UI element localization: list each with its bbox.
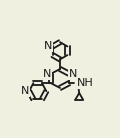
Text: N: N <box>21 86 29 96</box>
Text: N: N <box>44 41 53 51</box>
Text: N: N <box>69 69 78 79</box>
Text: N: N <box>42 69 51 79</box>
Text: NH: NH <box>77 78 93 88</box>
